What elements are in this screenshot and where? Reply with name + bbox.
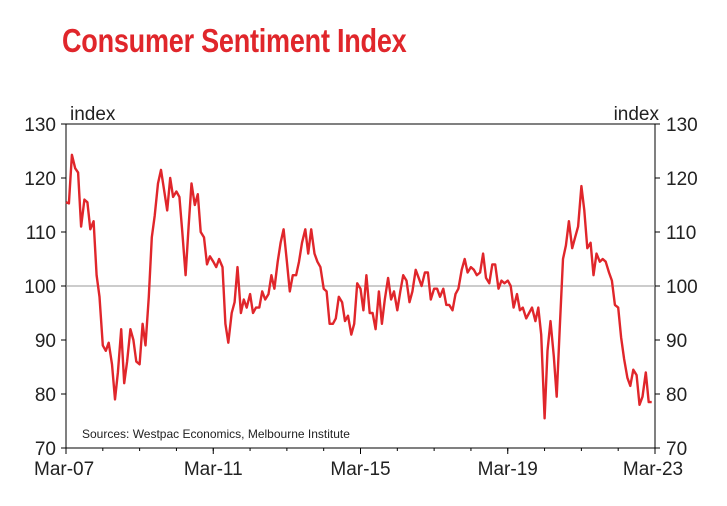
y-tick-label-left: 110 [26, 223, 56, 244]
y-tick-label-right: 80 [666, 385, 687, 406]
y-tick-label-right: 100 [666, 277, 698, 298]
y-tick-label-left: 100 [24, 277, 56, 298]
y-tick-label-right: 90 [666, 331, 687, 352]
y-axis-right: 70 80 90 100 110 120 130 [655, 115, 698, 460]
y-axis-left-unit-label: index [70, 104, 116, 125]
chart-title: Consumer Sentiment Index [62, 22, 407, 59]
y-tick-label-left: 130 [24, 115, 56, 136]
source-note: Sources: Westpac Economics, Melbourne In… [82, 427, 350, 441]
y-tick-label-right: 70 [666, 439, 687, 460]
x-tick-label: Mar-19 [478, 459, 538, 480]
x-tick-label: Mar-15 [330, 459, 390, 480]
y-tick-label-left: 90 [35, 331, 56, 352]
x-tick-label: Mar-23 [623, 459, 683, 480]
y-tick-label-right: 110 [666, 223, 696, 244]
y-tick-label-left: 80 [35, 385, 56, 406]
y-axis-left: 70 80 90 100 110 120 130 [24, 115, 66, 460]
y-tick-label-left: 70 [35, 439, 56, 460]
x-tick-label: Mar-11 [184, 459, 243, 480]
y-tick-label-right: 120 [666, 169, 698, 190]
x-tick-label: Mar-07 [34, 459, 94, 480]
y-tick-label-left: 120 [24, 169, 56, 190]
series-line [65, 153, 652, 420]
x-axis: Mar-07 Mar-11 Mar-15 Mar-19 Mar-23 [34, 448, 683, 480]
y-tick-label-right: 130 [666, 115, 698, 136]
y-axis-right-unit-label: index [614, 104, 660, 125]
